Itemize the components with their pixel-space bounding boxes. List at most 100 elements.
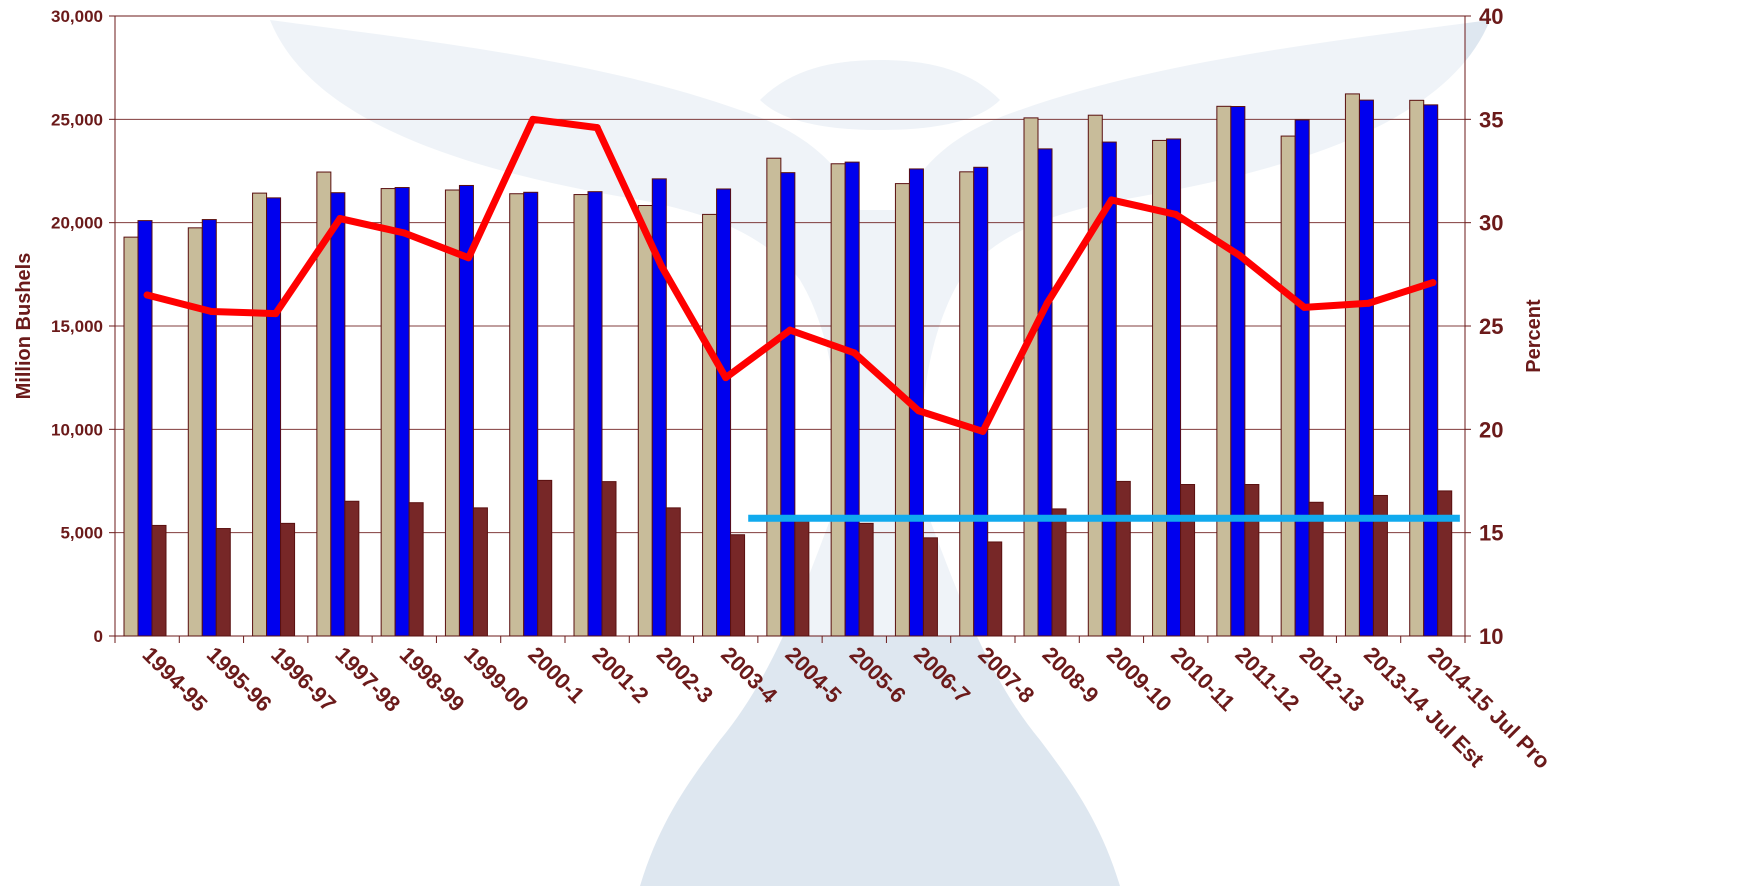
bar bbox=[1115, 480, 1131, 637]
x-tick-label: 1994-95 bbox=[138, 642, 213, 717]
y2-axis-title: Percent bbox=[1523, 299, 1545, 373]
bar bbox=[665, 507, 681, 637]
x-tick-label: 1999-00 bbox=[459, 642, 534, 717]
bar bbox=[187, 227, 203, 637]
y-tick-label: 30,000 bbox=[51, 7, 103, 26]
bar bbox=[766, 157, 782, 637]
y-tick-label: 15,000 bbox=[51, 317, 103, 336]
x-tick-label: 1995-96 bbox=[202, 642, 277, 717]
x-tick-label: 2012-13 bbox=[1295, 642, 1370, 717]
bar bbox=[702, 213, 718, 637]
y-tick-label: 5,000 bbox=[60, 524, 103, 543]
bar bbox=[330, 192, 346, 637]
y2-tick-label: 30 bbox=[1479, 211, 1503, 236]
line-point bbox=[1107, 196, 1115, 204]
bar bbox=[509, 193, 525, 637]
y-tick-label: 10,000 bbox=[51, 420, 103, 439]
bar bbox=[1409, 99, 1425, 637]
line-point bbox=[850, 349, 858, 357]
bar bbox=[1358, 99, 1374, 637]
bar bbox=[472, 507, 488, 637]
bar bbox=[601, 481, 617, 637]
bar bbox=[1344, 93, 1360, 637]
line-point bbox=[722, 374, 730, 382]
y2-tick-label: 25 bbox=[1479, 314, 1503, 339]
bar bbox=[830, 163, 846, 637]
lines-layer bbox=[143, 115, 1460, 522]
bar bbox=[794, 518, 810, 637]
line-point bbox=[593, 124, 601, 132]
line-point bbox=[1236, 252, 1244, 260]
line-point bbox=[786, 326, 794, 334]
bar bbox=[844, 161, 860, 637]
y-tick-label: 20,000 bbox=[51, 214, 103, 233]
bar bbox=[973, 166, 989, 637]
line-point bbox=[207, 308, 215, 316]
y2-tick-label: 10 bbox=[1479, 624, 1503, 649]
bar bbox=[987, 541, 1003, 637]
bar bbox=[266, 197, 282, 637]
bar bbox=[716, 188, 732, 637]
line-point bbox=[979, 427, 987, 435]
y-tick-label: 25,000 bbox=[51, 110, 103, 129]
bar bbox=[137, 220, 153, 637]
line-point bbox=[1429, 279, 1437, 287]
x-tick-label: 2002-3 bbox=[652, 642, 718, 708]
bar bbox=[394, 187, 410, 637]
bar bbox=[151, 524, 167, 637]
bar bbox=[523, 191, 539, 637]
y2-tick-label: 40 bbox=[1479, 4, 1503, 29]
bar bbox=[637, 205, 653, 637]
bar bbox=[1101, 141, 1117, 637]
bar bbox=[1294, 119, 1310, 637]
line-point bbox=[529, 115, 537, 123]
bar bbox=[1372, 494, 1388, 637]
bar bbox=[587, 191, 603, 637]
line-point bbox=[143, 291, 151, 299]
line-point bbox=[272, 310, 280, 318]
bar bbox=[1037, 148, 1053, 637]
bar bbox=[215, 528, 231, 637]
bar bbox=[280, 522, 296, 637]
line-point bbox=[1365, 299, 1373, 307]
bar bbox=[730, 534, 746, 637]
bar bbox=[458, 184, 474, 637]
bar bbox=[1423, 104, 1439, 637]
bar bbox=[1023, 117, 1039, 637]
bar bbox=[780, 172, 796, 637]
x-tick-label: 2001-2 bbox=[588, 642, 654, 708]
line-point bbox=[1172, 210, 1180, 218]
bar bbox=[1437, 490, 1453, 637]
bar bbox=[858, 522, 874, 637]
y-axis-title: Million Bushels bbox=[13, 253, 35, 400]
bar bbox=[380, 188, 396, 637]
x-tick-label: 2009-10 bbox=[1102, 642, 1177, 717]
line-point bbox=[1043, 299, 1051, 307]
bar bbox=[651, 178, 667, 637]
bar bbox=[1244, 484, 1260, 637]
line-point bbox=[400, 229, 408, 237]
bar bbox=[201, 219, 217, 637]
bar bbox=[1087, 114, 1103, 637]
line-point bbox=[1300, 303, 1308, 311]
y2-tick-label: 15 bbox=[1479, 521, 1503, 546]
bar bbox=[922, 537, 938, 637]
y2-tick-label: 20 bbox=[1479, 417, 1503, 442]
bar bbox=[408, 502, 424, 637]
y2-tick-label: 35 bbox=[1479, 107, 1503, 132]
y-tick-label: 0 bbox=[94, 627, 103, 646]
bar bbox=[1051, 508, 1067, 637]
x-tick-label: 2013-14 Jul Est bbox=[1359, 642, 1490, 773]
line-point bbox=[465, 254, 473, 262]
bar bbox=[123, 236, 139, 637]
bar bbox=[1230, 106, 1246, 637]
bar bbox=[1180, 484, 1196, 637]
x-tick-label: 2008-9 bbox=[1038, 642, 1104, 708]
bar bbox=[1280, 135, 1296, 637]
bar bbox=[573, 194, 589, 637]
x-tick-label: 2011-12 bbox=[1230, 642, 1304, 716]
bar bbox=[959, 171, 975, 637]
x-tick-label: 2010-11 bbox=[1166, 642, 1240, 716]
